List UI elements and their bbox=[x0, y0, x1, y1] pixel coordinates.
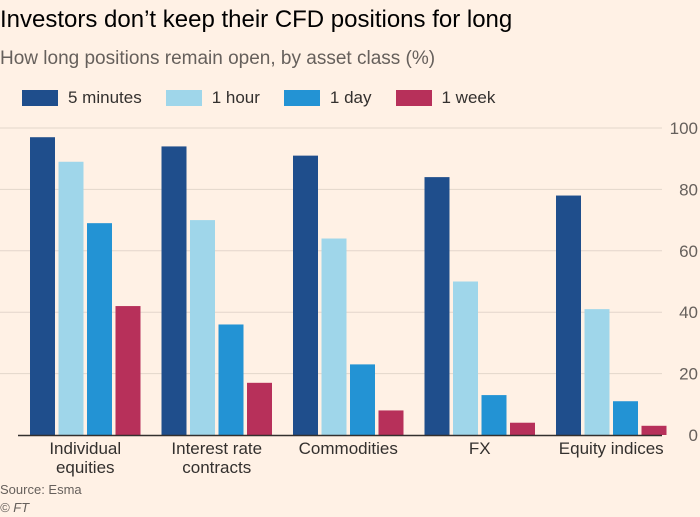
chart-subtitle: How long positions remain open, by asset… bbox=[0, 48, 436, 69]
legend-label-1-hour: 1 hour bbox=[211, 88, 260, 107]
legend-label-5-minutes: 5 minutes bbox=[68, 88, 142, 107]
legend-item-1-week: 1 week bbox=[395, 88, 496, 108]
bar-1-day-4 bbox=[613, 401, 638, 435]
y-tick-label: 100 bbox=[670, 119, 698, 138]
bar-1-week-1 bbox=[247, 382, 272, 435]
x-tick-label-line: equities bbox=[56, 458, 115, 477]
x-tick-label: FX bbox=[469, 439, 491, 458]
source-note: Source: Esma bbox=[0, 482, 82, 497]
bar-1-week-2 bbox=[378, 410, 404, 435]
x-tick-label: Interest rate contracts bbox=[171, 439, 262, 477]
x-tick-label-line: Individual bbox=[49, 439, 121, 458]
legend-swatch-1-day bbox=[283, 90, 320, 106]
legend-swatch-1-hour bbox=[165, 90, 202, 106]
legend-swatch-5-minutes bbox=[22, 90, 58, 106]
chart-title: Investors don’t keep their CFD positions… bbox=[0, 6, 513, 33]
x-tick-label-line: FX bbox=[469, 439, 491, 458]
bar-1-week-4 bbox=[641, 425, 667, 435]
legend-swatch-1-week bbox=[395, 90, 432, 106]
y-tick-label: 40 bbox=[679, 303, 698, 322]
bar-5-minutes-1 bbox=[161, 146, 187, 436]
legend-item-1-hour: 1 hour bbox=[165, 88, 260, 108]
bar-5-minutes-2 bbox=[293, 155, 318, 435]
legend-item-1-day: 1 day bbox=[283, 88, 372, 108]
x-tick-label: Commodities bbox=[299, 439, 398, 458]
y-tick-label: 60 bbox=[679, 242, 698, 261]
x-tick-label: Individual equities bbox=[49, 439, 121, 477]
bar-5-minutes-4 bbox=[556, 195, 581, 435]
legend-item-5-minutes: 5 minutes bbox=[22, 88, 142, 108]
credit-note: © FT bbox=[0, 500, 30, 515]
bar-1-hour-0 bbox=[58, 161, 84, 435]
x-tick-label-line: Interest rate bbox=[171, 439, 262, 458]
bar-1-day-1 bbox=[218, 324, 244, 435]
x-tick-label-line: contracts bbox=[182, 458, 251, 477]
bar-5-minutes-3 bbox=[424, 177, 450, 435]
x-tick-label-line: Equity indices bbox=[559, 439, 664, 458]
y-tick-label: 20 bbox=[679, 365, 698, 384]
y-tick-label: 80 bbox=[679, 180, 698, 199]
bar-1-hour-2 bbox=[321, 238, 347, 435]
bar-1-day-2 bbox=[350, 364, 375, 435]
y-tick-label: 0 bbox=[689, 426, 698, 445]
legend: 5 minutes 1 hour 1 day 1 week bbox=[22, 88, 519, 108]
x-tick-label-line: Commodities bbox=[299, 439, 398, 458]
bar-5-minutes-0 bbox=[30, 137, 55, 435]
bar-1-hour-4 bbox=[584, 309, 610, 435]
x-tick-label: Equity indices bbox=[559, 439, 664, 458]
bar-1-week-3 bbox=[510, 422, 535, 435]
bar-1-day-3 bbox=[481, 395, 507, 435]
bar-1-week-0 bbox=[115, 306, 141, 435]
bar-1-day-0 bbox=[87, 223, 112, 435]
bar-1-hour-1 bbox=[190, 220, 215, 435]
bar-1-hour-3 bbox=[453, 281, 478, 435]
legend-label-1-day: 1 day bbox=[329, 88, 372, 107]
legend-label-1-week: 1 week bbox=[441, 88, 496, 107]
